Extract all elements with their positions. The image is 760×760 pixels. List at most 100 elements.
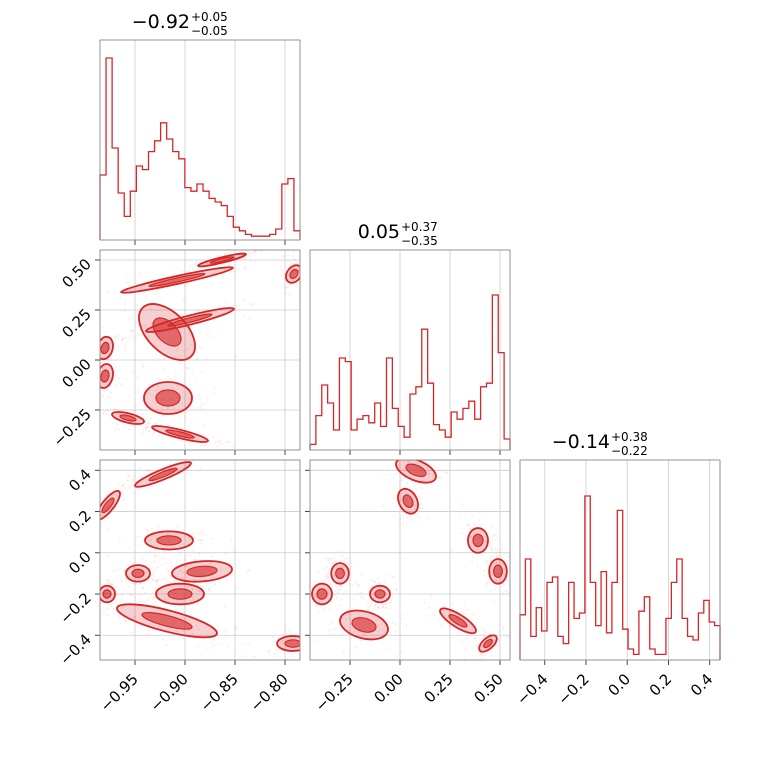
sample-point xyxy=(427,472,430,475)
sample-point xyxy=(353,630,356,633)
sample-point xyxy=(128,487,131,490)
sample-point xyxy=(341,566,344,569)
sample-point xyxy=(483,634,486,637)
sample-point xyxy=(390,598,393,601)
sample-point xyxy=(158,579,161,582)
sample-point xyxy=(247,317,250,321)
sample-point xyxy=(405,482,409,485)
sample-point xyxy=(120,339,124,342)
sample-point xyxy=(307,637,309,639)
sample-point xyxy=(330,621,333,624)
sample-point xyxy=(124,302,127,306)
sample-point xyxy=(224,300,227,303)
sample-point xyxy=(180,551,183,554)
sample-point xyxy=(376,606,379,609)
sample-point xyxy=(402,476,405,480)
sample-point xyxy=(151,578,154,582)
sample-point xyxy=(194,558,197,561)
sample-point xyxy=(142,363,145,366)
sample-point xyxy=(383,602,386,605)
sample-point xyxy=(327,589,330,592)
sample-point xyxy=(180,569,183,573)
sample-point xyxy=(137,376,140,379)
sample-point xyxy=(314,647,316,649)
sample-point xyxy=(489,541,492,544)
sample-point xyxy=(445,470,449,474)
sample-point xyxy=(163,577,166,580)
sample-point xyxy=(203,403,206,406)
sample-point xyxy=(225,552,228,555)
contour-line xyxy=(405,463,427,478)
pair-panel-0-1-grid xyxy=(100,250,300,450)
sample-point xyxy=(412,484,415,487)
sample-point xyxy=(87,529,89,531)
sample-point xyxy=(90,591,92,593)
sample-point xyxy=(394,473,397,476)
sample-point xyxy=(169,585,173,588)
sample-point xyxy=(184,564,188,567)
sample-point xyxy=(176,384,179,388)
sample-point xyxy=(321,580,324,583)
sample-point xyxy=(291,267,295,270)
sample-point xyxy=(506,636,509,639)
sample-point xyxy=(323,608,326,611)
sample-point xyxy=(160,427,164,430)
sample-point xyxy=(171,385,174,389)
sample-point xyxy=(401,522,404,525)
sample-point xyxy=(385,584,388,587)
sample-point xyxy=(191,587,194,591)
sample-point xyxy=(236,649,239,653)
sample-point xyxy=(87,529,89,531)
sample-point xyxy=(64,303,66,305)
sample-point xyxy=(314,594,317,598)
sample-point xyxy=(199,467,202,471)
sample-point xyxy=(466,522,469,526)
sample-point xyxy=(146,430,149,433)
sample-point xyxy=(465,638,468,641)
sample-point xyxy=(391,575,394,578)
sample-point xyxy=(506,564,509,568)
sample-point xyxy=(141,539,145,542)
sample-point xyxy=(114,493,117,496)
sample-point xyxy=(349,618,352,621)
sample-point xyxy=(236,267,240,271)
sample-point xyxy=(166,528,169,531)
sample-point xyxy=(498,559,501,562)
sample-point xyxy=(131,582,134,585)
sample-point xyxy=(162,414,165,417)
sample-point xyxy=(397,464,400,467)
sample-point xyxy=(395,589,398,592)
sample-point xyxy=(338,626,341,629)
sample-point xyxy=(407,468,410,471)
sample-point xyxy=(102,356,105,359)
sample-point xyxy=(333,557,336,560)
sample-point xyxy=(160,428,163,431)
sample-point xyxy=(117,568,120,571)
sample-point xyxy=(252,303,255,306)
sample-point xyxy=(399,486,402,489)
x-tick-label: −0.85 xyxy=(197,670,242,715)
sample-point xyxy=(220,643,223,646)
sample-point xyxy=(492,601,495,604)
sample-point xyxy=(431,494,434,498)
sample-point xyxy=(129,424,133,427)
sample-point xyxy=(479,530,483,533)
sample-point xyxy=(438,477,441,480)
sample-point xyxy=(348,628,351,631)
sample-point xyxy=(505,579,509,582)
sample-point xyxy=(120,489,124,492)
sample-point xyxy=(286,260,289,263)
sample-point xyxy=(97,360,99,362)
sample-point xyxy=(146,598,150,602)
hist-panel-0-frame xyxy=(99,39,301,241)
sample-point xyxy=(316,639,319,642)
contour-line xyxy=(101,497,115,514)
sample-point xyxy=(471,555,475,559)
sample-point xyxy=(190,264,194,267)
y-tick-label: 0.25 xyxy=(58,305,94,341)
sample-point xyxy=(106,607,109,610)
sample-point xyxy=(230,538,233,541)
sample-point xyxy=(429,455,431,457)
sample-point xyxy=(213,271,216,274)
sample-point xyxy=(106,409,110,412)
